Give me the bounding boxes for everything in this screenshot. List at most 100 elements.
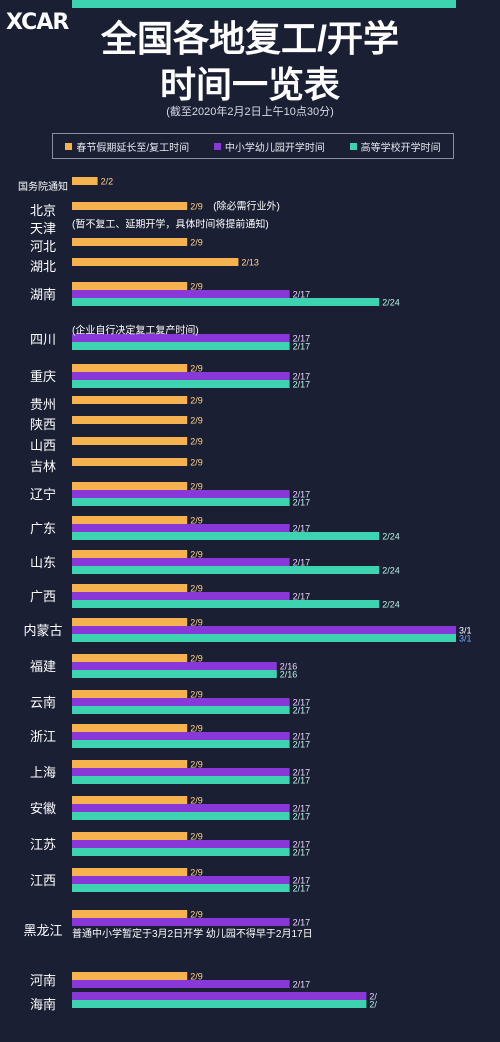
bar-college [72, 740, 290, 748]
bar-primary [72, 980, 290, 988]
bar-college [72, 812, 290, 820]
bar-work [72, 832, 188, 840]
region-label: 山西 [30, 438, 56, 453]
bar-value-label: 2/17 [293, 524, 311, 534]
bar-value-label: 2/9 [190, 458, 203, 468]
legend-swatch-primary [213, 142, 221, 150]
region-label: 贵州 [30, 397, 56, 412]
legend-label-college: 高等学校开学时间 [360, 142, 441, 154]
bar-value-label: 2/9 [190, 690, 203, 700]
region-label: 福建 [30, 659, 56, 674]
bar-value-label: 2/9 [190, 482, 203, 492]
bar-primary [72, 290, 290, 298]
legend-item-college: 高等学校开学时间 [349, 139, 441, 154]
bar-value-label: 2/17 [293, 812, 311, 822]
xcar-logo: XCAR [6, 10, 69, 35]
bar-primary [72, 524, 290, 532]
bar-work [72, 690, 188, 698]
bar-primary [72, 592, 290, 600]
bar-value-label: 2/17 [293, 768, 311, 778]
bar-college [72, 848, 290, 856]
region-label: 江西 [30, 873, 56, 888]
bar-work [72, 868, 188, 876]
bar-value-label: 2/9 [190, 654, 203, 664]
region-label: 内蒙古 [23, 623, 62, 638]
legend-label-work: 春节假期延长至/复工时间 [76, 142, 190, 154]
bar-primary [72, 626, 456, 634]
region-note: (除必需行业外) [213, 200, 280, 213]
region-label: 天津 [30, 221, 56, 236]
bar-college [72, 498, 290, 506]
bar-primary [72, 372, 290, 380]
bar-value-label: 2/9 [190, 282, 203, 292]
region-label: 黑龙江 [23, 923, 62, 938]
bar-value-label: 2/ [369, 1000, 377, 1010]
bar-value-label: 2/9 [190, 416, 203, 426]
region-label: 广西 [30, 589, 56, 604]
bar-college [72, 600, 380, 608]
bar-value-label: 2/24 [382, 298, 400, 308]
chart-legend: 春节假期延长至/复工时间 中小学幼儿园开学时间 高等学校开学时间 [52, 133, 454, 159]
bar-value-label: 2/17 [293, 372, 311, 382]
bar-value-label: 2/17 [293, 876, 311, 886]
page-subtitle: (截至2020年2月2日上午10点30分) [166, 106, 334, 118]
bar-value-label: 2/9 [190, 516, 203, 526]
bar-value-label: 2/9 [190, 724, 203, 734]
bar-value-label: 2/17 [293, 840, 311, 850]
bar-college [72, 342, 290, 350]
bar-work [72, 482, 188, 490]
region-label: 河南 [30, 973, 56, 988]
bar-college [72, 1000, 367, 1008]
bar-value-label: 2/9 [190, 396, 203, 406]
bar-value-label: 2/9 [190, 972, 203, 982]
region-note: (暂不复工、延期开学，具体时间将提前通知) [72, 218, 269, 231]
region-label: 吉林 [30, 459, 56, 474]
bar-value-label: 2/16 [280, 662, 298, 672]
bar-value-label: 2/13 [241, 258, 259, 268]
bar-value-label: 3/1 [459, 0, 472, 2]
bar-college [72, 380, 290, 388]
bar-value-label: 2/17 [293, 592, 311, 602]
bar-work [72, 437, 188, 445]
bar-primary [72, 840, 290, 848]
region-label: 四川 [30, 332, 56, 347]
region-label: 湖南 [30, 287, 56, 302]
bar-primary [72, 732, 290, 740]
bar-work [72, 364, 188, 372]
bar-primary [72, 334, 290, 342]
bar-value-label: 3/1 [459, 626, 472, 636]
bar-work [72, 416, 188, 424]
bar-value-label: 2/17 [293, 698, 311, 708]
region-label: 浙江 [30, 729, 56, 744]
legend-item-work: 春节假期延长至/复工时间 [65, 139, 189, 154]
bar-work [72, 550, 188, 558]
bar-work [72, 618, 188, 626]
bar-college [72, 776, 290, 784]
bar-primary [72, 876, 290, 884]
region-label: 江苏 [30, 837, 56, 852]
region-label: 安徽 [30, 801, 56, 816]
legend-label-primary: 中小学幼儿园开学时间 [224, 142, 325, 154]
bar-value-label: 2/24 [382, 600, 400, 610]
bar-work [72, 202, 188, 210]
bar-primary [72, 662, 277, 670]
region-label: 广东 [30, 521, 56, 536]
bar-college [72, 670, 277, 678]
bar-primary [72, 992, 367, 1000]
bar-value-label: 2/9 [190, 618, 203, 628]
region-label: 海南 [30, 997, 56, 1012]
bar-value-label: 2/17 [293, 804, 311, 814]
page-title: 全国各地复工/开学 [100, 18, 399, 59]
bar-value-label: 2/24 [382, 566, 400, 576]
bar-primary [72, 698, 290, 706]
bar-work [72, 724, 188, 732]
bar-work [72, 238, 188, 246]
bar-work [72, 910, 188, 918]
bar-value-label: 2/9 [190, 584, 203, 594]
bar-college [72, 706, 290, 714]
bar-value-label: 2/17 [293, 290, 311, 300]
bar-value-label: 2/17 [293, 848, 311, 858]
bar-value-label: 2/17 [293, 558, 311, 568]
bar-value-label: 2/17 [293, 776, 311, 786]
bar-value-label: 2/17 [293, 740, 311, 750]
